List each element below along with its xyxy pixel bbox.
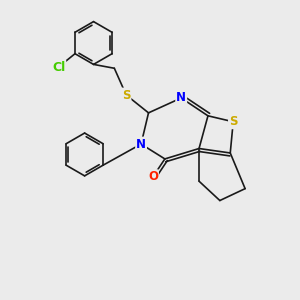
Text: S: S: [122, 88, 130, 101]
Text: N: N: [136, 138, 146, 151]
Text: Cl: Cl: [52, 61, 65, 74]
Text: O: O: [148, 170, 158, 183]
Text: N: N: [176, 92, 186, 104]
Text: S: S: [229, 115, 238, 128]
